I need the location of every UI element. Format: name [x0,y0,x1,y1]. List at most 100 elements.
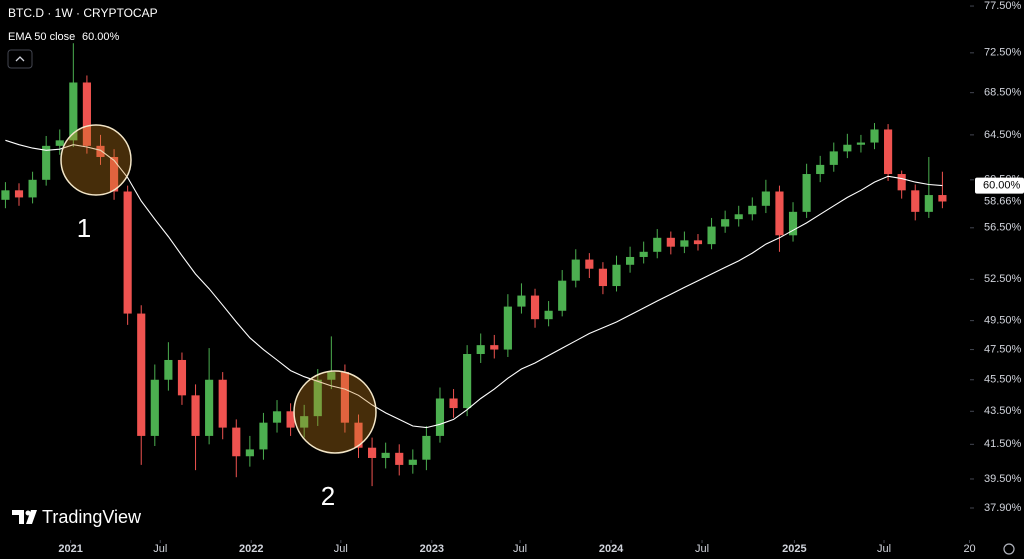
candle-body [544,310,553,320]
candle-body [177,359,187,396]
candle-body [395,452,404,465]
candle-body [585,259,594,269]
candle-body [69,82,78,141]
candle-body [245,449,254,457]
candle-body [327,372,336,380]
candle-body [598,268,607,287]
y-tick-label: 37.90% [984,502,1022,514]
candle-body [422,435,431,460]
y-tick-label: 64.50% [984,129,1022,141]
candle-body [368,447,377,458]
candle-body [1,190,10,200]
logo-text: TradingView [42,507,142,527]
x-tick-label: Jul [695,543,709,555]
y-tick-label: 39.50% [984,473,1022,485]
x-tick-label: Jul [513,543,527,555]
highlight-circle [60,124,132,196]
candle-body [639,251,648,257]
candle-body [924,195,933,212]
candle-body [721,219,730,227]
candle-body [205,379,214,436]
candle-body [938,195,947,202]
candle-body [829,151,838,165]
y-tick-label: 68.50% [984,87,1022,99]
y-tick-label: 52.50% [984,273,1022,285]
y-tick-label: 72.50% [984,47,1022,59]
candle-body [28,179,37,198]
last-price-tag: 58.66% [984,195,1022,207]
indicator-value: 60.00% [82,31,120,43]
candle-body [788,211,798,236]
ema-tag: 60.00% [983,180,1021,192]
y-tick-label: 47.50% [984,343,1022,355]
candle-body [748,205,757,215]
candle-body [408,459,417,465]
candle-body [558,280,567,311]
candle-body [693,240,703,245]
candle-body [653,237,662,252]
x-tick-label: Jul [153,543,167,555]
candle-body [626,256,635,265]
y-tick-label: 41.50% [984,438,1022,450]
settings-icon[interactable] [1003,543,1015,555]
price-axis [970,0,1024,540]
legend: BTC.D · 1W · CRYPTOCAP EMA 50 close 60.0… [7,6,158,69]
candle-body [856,142,866,145]
x-tick-label: Jul [877,543,891,555]
candle-body [517,295,526,307]
candle-body [707,226,716,245]
plot-area: 2021 Jul 2022 Jul 2023 Jul 2024 Jul 2025 Jul 20 [1,43,976,555]
y-tick-label: 49.50% [984,315,1022,327]
last-price-tag-bg [975,194,1024,209]
candle-body [435,398,445,436]
candle-body [490,345,499,350]
candle-body [82,82,91,146]
candle-body [911,190,920,212]
candle-body [476,345,485,355]
candle-body [734,214,743,220]
annotation-label: 1 [77,213,91,243]
x-tick-label: 20 [963,543,975,555]
candle-body [870,129,879,143]
candle-body [137,313,146,436]
ema-tag-bg [975,177,1024,194]
candle-body [816,164,825,175]
candle-body [42,145,51,180]
overlay: 1 2 [60,124,377,511]
candle-body [666,237,675,247]
candle-body [503,306,512,350]
candle-body [802,174,811,212]
price-axis-labels: 77.50%72.50%68.50%64.50%60.50%56.50%52.5… [970,0,1024,514]
candle-body [123,191,132,314]
candle-body [530,295,540,320]
candle-body [96,145,105,157]
collapse-button[interactable] [7,49,33,69]
x-tick-label: 2025 [782,543,806,555]
y-tick-label: 45.50% [984,374,1022,386]
candle-body [884,129,893,175]
logo-dot [25,510,31,516]
logo-icon [12,510,37,524]
candle-body [761,191,770,206]
candle-body [232,427,241,457]
y-tick-label: 77.50% [984,0,1022,12]
candle-body [463,354,472,409]
candle-body [55,140,64,146]
candle-body [313,379,322,417]
candle-body [191,395,200,436]
candle-body [14,190,24,198]
x-tick-label: 2024 [599,543,624,555]
candle-body [286,411,295,428]
candle-body [449,398,458,409]
y-tick-label: 56.50% [984,222,1022,234]
x-tick-label: 2021 [58,543,82,555]
y-tick-label: 43.50% [984,405,1022,417]
highlight-circle [293,370,377,454]
candle-body [218,379,227,428]
x-tick-label: 2022 [239,543,263,555]
candle-body [259,422,268,450]
candle-body [843,144,852,152]
